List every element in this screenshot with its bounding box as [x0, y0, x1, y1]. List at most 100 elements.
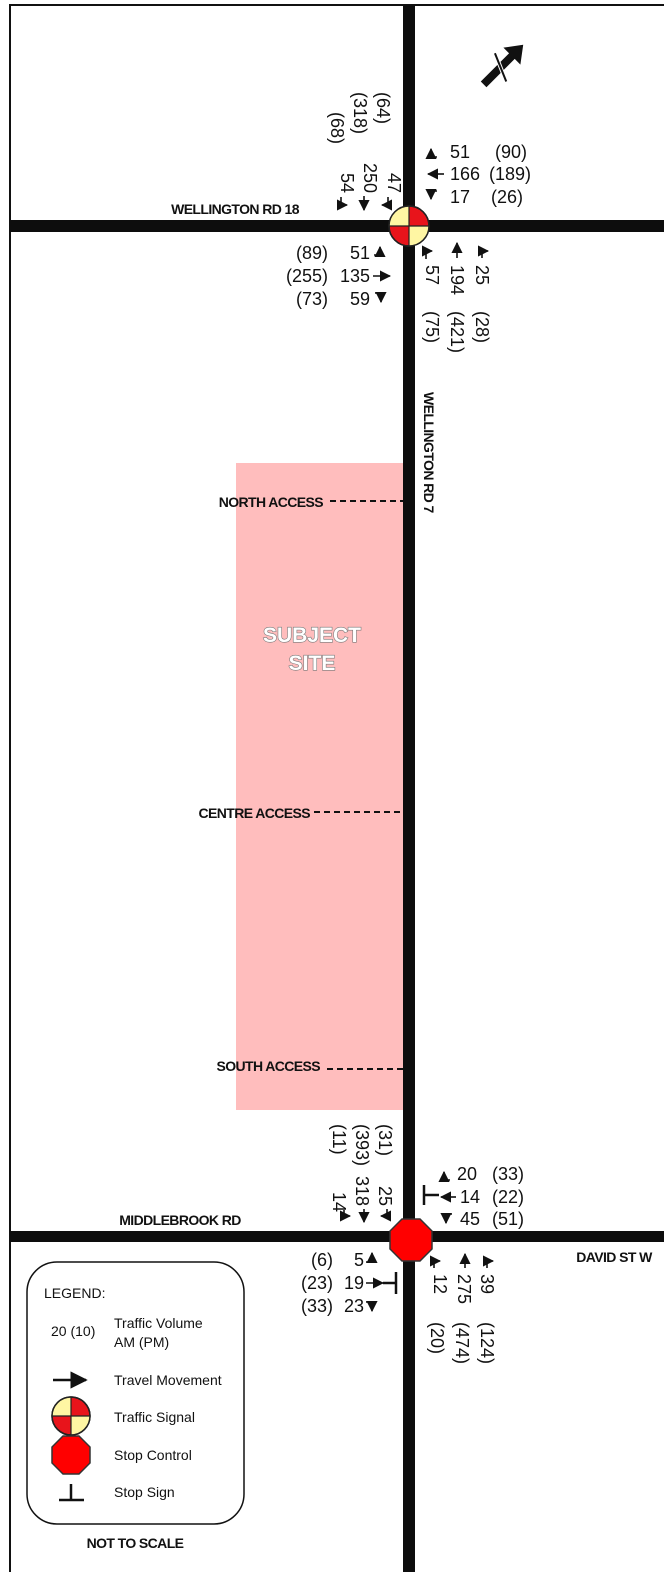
north-sb-right-arrow [336, 197, 349, 211]
south-nb-volumes: 12 275 39 (20) (474) (124) [427, 1252, 497, 1364]
south-sb-right-arrow [339, 1210, 352, 1222]
north-arrow-icon [480, 44, 524, 88]
north-wb-left-arrow [425, 188, 437, 201]
south-wb-through-pm: (22) [492, 1187, 524, 1207]
south-wb-left-am: 45 [460, 1209, 480, 1229]
south-eb-volumes: (6) 5 (23) 19 (33) 23 [301, 1250, 385, 1316]
centre-access-label: CENTRE ACCESS [199, 805, 311, 821]
david-st-w-label: DAVID ST W [576, 1249, 653, 1265]
south-wb-left-pm: (51) [492, 1209, 524, 1229]
south-wb-through-am: 14 [460, 1187, 480, 1207]
north-eb-right-am: 59 [350, 289, 370, 309]
north-sb-left-pm: (64) [373, 92, 393, 124]
south-eb-left-arrow [366, 1251, 378, 1264]
north-wb-right-pm: (90) [495, 142, 527, 162]
north-eb-through-am: 135 [340, 266, 370, 286]
north-nb-volumes: 57 194 25 (75) (421) (28) [421, 241, 492, 353]
north-sb-through-pm: (318) [350, 92, 370, 134]
north-wb-volumes: 51 (90) 166 (189) 17 (26) [425, 142, 531, 207]
north-eb-volumes: (89) 51 (255) 135 (73) 59 [286, 243, 392, 309]
north-wb-through-am: 166 [450, 164, 480, 184]
south-eb-through-pm: (23) [301, 1273, 333, 1293]
south-eb-through-am: 19 [344, 1273, 364, 1293]
south-sb-left-arrow [379, 1209, 392, 1222]
legend-volume-line2: AM (PM) [114, 1334, 169, 1350]
wellington-rd-7-label: WELLINGTON RD 7 [421, 392, 437, 513]
north-nb-through-am: 194 [447, 265, 467, 295]
south-sb-left-pm: (31) [375, 1124, 395, 1156]
north-sb-volumes: 54 250 47 (68) (318) (64) [327, 92, 404, 212]
traffic-signal-icon [388, 205, 430, 247]
south-eb-right-pm: (33) [301, 1296, 333, 1316]
south-eb-right-arrow [366, 1300, 378, 1313]
legend-traffic-signal: Traffic Signal [114, 1409, 195, 1425]
south-eb-right-am: 23 [344, 1296, 364, 1316]
legend-stop-control-icon [51, 1435, 91, 1475]
site-label-line2: SITE [289, 652, 336, 675]
north-eb-right-pm: (73) [296, 289, 328, 309]
south-nb-right-arrow [429, 1255, 442, 1268]
north-eb-left-am: 51 [350, 243, 370, 263]
south-nb-right-pm: (20) [427, 1322, 447, 1354]
site-label-line1: SUBJECT [263, 624, 361, 647]
legend-traffic-signal-icon [51, 1396, 91, 1436]
south-eb-left-am: 5 [354, 1250, 364, 1270]
legend-volume-line1: Traffic Volume [114, 1315, 203, 1331]
wellington-rd-18-label: WELLINGTON RD 18 [171, 201, 300, 217]
south-wb-left-arrow [440, 1212, 452, 1225]
south-sb-left-am: 25 [375, 1186, 395, 1206]
north-sb-left-arrow [380, 197, 393, 211]
legend-stop-control: Stop Control [114, 1447, 192, 1463]
legend-title: LEGEND: [44, 1285, 105, 1301]
north-wb-through-pm: (189) [489, 164, 531, 184]
stop-sign-icon-east [422, 1185, 439, 1205]
north-nb-left-pm: (28) [472, 311, 492, 343]
legend-sample-value: 20 (10) [51, 1323, 95, 1339]
north-sb-right-am: 54 [337, 173, 357, 193]
south-nb-through-pm: (474) [452, 1322, 472, 1364]
north-sb-right-pm: (68) [327, 112, 347, 144]
south-nb-right-am: 12 [430, 1274, 450, 1294]
north-nb-left-arrow [477, 245, 490, 258]
legend-travel-movement: Travel Movement [114, 1372, 222, 1388]
subject-site-area [236, 463, 406, 1110]
south-sb-through-am: 318 [352, 1176, 372, 1206]
south-wb-volumes: 20 (33) 14 (22) 45 (51) [438, 1164, 524, 1229]
north-eb-through-pm: (255) [286, 266, 328, 286]
north-wb-right-am: 51 [450, 142, 470, 162]
south-wb-right-pm: (33) [492, 1164, 524, 1184]
south-sb-through-pm: (393) [352, 1124, 372, 1166]
wellington-rd-18-road [10, 220, 664, 232]
south-sb-right-pm: (11) [329, 1124, 349, 1155]
south-wb-right-arrow [438, 1170, 450, 1183]
north-nb-right-arrow [421, 245, 434, 259]
north-nb-through-pm: (421) [447, 311, 467, 353]
north-wb-left-am: 17 [450, 187, 470, 207]
south-sb-volumes: (11) (393) (31) 14 318 25 [329, 1124, 395, 1224]
south-nb-left-am: 39 [477, 1274, 497, 1294]
map-frame [9, 4, 664, 1572]
middlebrook-road [10, 1231, 664, 1242]
north-sb-left-am: 47 [384, 173, 404, 193]
north-wb-left-pm: (26) [491, 187, 523, 207]
middlebrook-rd-label: MIDDLEBROOK RD [119, 1212, 241, 1228]
north-nb-right-pm: (75) [422, 311, 442, 343]
north-eb-left-pm: (89) [296, 243, 328, 263]
south-sb-right-am: 14 [329, 1192, 349, 1212]
legend: LEGEND: 20 (10) Traffic Volume AM (PM) T… [26, 1261, 245, 1525]
north-access-label: NORTH ACCESS [219, 494, 324, 510]
not-to-scale-note: NOT TO SCALE [87, 1535, 184, 1551]
north-eb-right-arrow [375, 291, 387, 304]
south-nb-left-pm: (124) [477, 1322, 497, 1364]
north-sb-through-am: 250 [360, 163, 380, 193]
south-nb-left-arrow [482, 1255, 495, 1268]
south-eb-left-pm: (6) [311, 1250, 333, 1270]
legend-stop-sign: Stop Sign [114, 1484, 175, 1500]
north-nb-right-am: 57 [422, 265, 442, 285]
legend-stop-sign-icon [59, 1484, 84, 1502]
south-access-label: SOUTH ACCESS [216, 1058, 320, 1074]
south-nb-through-am: 275 [454, 1274, 474, 1304]
stop-sign-icon-west [383, 1272, 398, 1294]
north-nb-left-am: 25 [472, 265, 492, 285]
